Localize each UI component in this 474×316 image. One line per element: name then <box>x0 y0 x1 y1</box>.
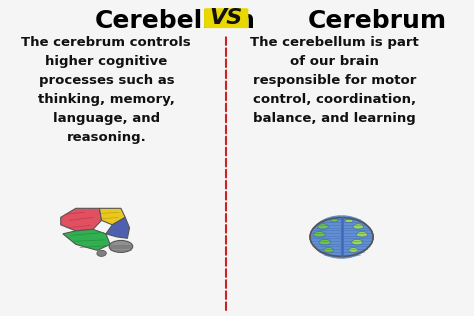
Ellipse shape <box>319 239 331 245</box>
Ellipse shape <box>349 248 358 252</box>
Wedge shape <box>342 215 373 259</box>
Text: The cerebrum controls
higher cognitive
processes such as
thinking, memory,
langu: The cerebrum controls higher cognitive p… <box>21 36 191 144</box>
Ellipse shape <box>323 248 334 252</box>
Ellipse shape <box>356 232 367 237</box>
FancyBboxPatch shape <box>204 8 248 28</box>
Ellipse shape <box>97 250 106 256</box>
Wedge shape <box>310 215 342 259</box>
Text: VS: VS <box>210 8 243 28</box>
Ellipse shape <box>352 239 363 245</box>
Ellipse shape <box>330 218 338 222</box>
Ellipse shape <box>310 217 373 257</box>
Polygon shape <box>61 208 101 231</box>
Ellipse shape <box>109 240 133 252</box>
Ellipse shape <box>313 232 325 237</box>
Polygon shape <box>100 208 125 225</box>
Text: Cerebrum: Cerebrum <box>308 9 447 33</box>
Ellipse shape <box>345 219 353 223</box>
Ellipse shape <box>353 224 364 229</box>
Polygon shape <box>106 217 129 238</box>
Polygon shape <box>63 229 110 250</box>
Ellipse shape <box>318 224 328 229</box>
Text: Cerebellum: Cerebellum <box>95 9 256 33</box>
Text: The cerebellum is part
of our brain
responsible for motor
control, coordination,: The cerebellum is part of our brain resp… <box>250 36 419 125</box>
